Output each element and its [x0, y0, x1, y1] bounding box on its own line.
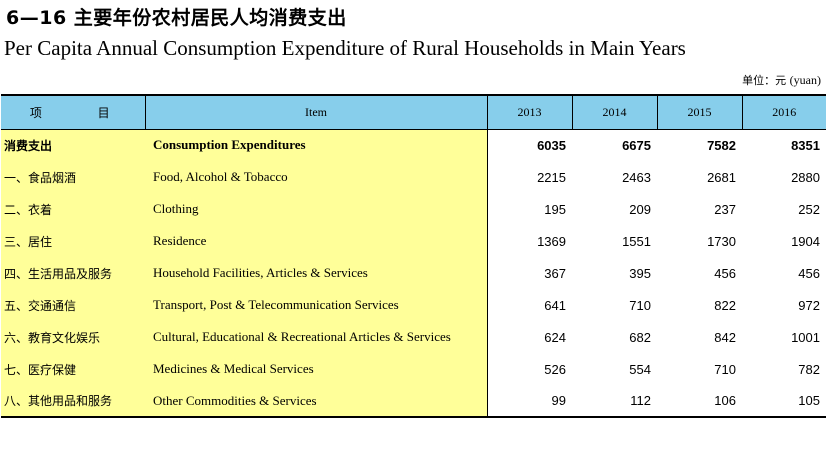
value-cell: 822 [714, 297, 736, 313]
value-cell: 682 [629, 329, 651, 345]
row-label-en: Transport, Post & Telecommunication Serv… [145, 289, 487, 321]
value-cell: 2215 [486, 161, 572, 193]
row-label-en: Consumption Expenditures [145, 129, 487, 161]
row-label-cn: 二、衣着 [1, 193, 145, 225]
row-label-en: Clothing [145, 193, 487, 225]
unit-label-en: (yuan) [789, 73, 821, 87]
row-label-cn: 一、食品烟酒 [1, 161, 145, 193]
row-label-cn: 三、居住 [1, 225, 145, 257]
table-row: 一、食品烟酒 Food, Alcohol & Tobacco 2215 2463 268… [1, 161, 826, 193]
value-cell: 624 [486, 321, 572, 353]
row-label-en: Other Commodities & Services [145, 385, 487, 418]
header-item-cn: 项 目 [1, 94, 145, 130]
value-cell: 2880 [791, 169, 820, 185]
value-cell: 367 [486, 257, 572, 289]
value-cell: 1001 [791, 329, 820, 345]
value-cell: 1730 [707, 233, 736, 249]
value-cell: 99 [486, 385, 572, 418]
row-label-cn: 四、生活用品及服务 [1, 257, 145, 289]
header-year: 2014 [571, 94, 657, 130]
row-label-en: Medicines & Medical Services [145, 353, 487, 385]
table-row: 八、其他用品和服务 Other Commodities & Services 99 1… [1, 385, 826, 418]
value-cell: 782 [798, 361, 820, 377]
page-title-cn: 6—16 主要年份农村居民人均消费支出 [6, 7, 347, 29]
row-label-en: Residence [145, 225, 487, 257]
header-item-en: Item [144, 94, 487, 130]
table-row: 五、交通通信 Transport, Post & Telecommunicatio… [1, 289, 826, 321]
value-cell: 554 [629, 361, 651, 377]
page-title-en: Per Capita Annual Consumption Expenditur… [4, 36, 686, 60]
value-cell: 209 [629, 201, 651, 217]
value-cell: 1551 [622, 233, 651, 249]
row-label-en: Cultural, Educational & Recreational Art… [145, 321, 487, 353]
table-row: 二、衣着 Clothing 195 209 237 252 [1, 193, 826, 225]
header-year: 2015 [656, 94, 742, 130]
unit-label-cn: 单位：元 [742, 74, 787, 87]
value-cell: 2463 [622, 169, 651, 185]
expenditure-table: 项 目 Item 2013 2014 2015 2016 消费支出 Consump… [1, 94, 826, 418]
value-cell: 395 [629, 265, 651, 281]
value-cell: 1369 [486, 225, 572, 257]
value-cell: 710 [714, 361, 736, 377]
value-cell: 2681 [707, 169, 736, 185]
row-label-cn: 五、交通通信 [1, 289, 145, 321]
value-cell: 237 [714, 201, 736, 217]
value-cell: 252 [798, 201, 820, 217]
value-cell: 526 [486, 353, 572, 385]
header-year: 2013 [486, 94, 572, 130]
value-cell: 112 [572, 385, 657, 418]
table-row: 三、居住 Residence 1369 1551 1730 1904 [1, 225, 826, 257]
row-label-en: Food, Alcohol & Tobacco [145, 161, 487, 193]
table-header-row: 项 目 Item 2013 2014 2015 2016 [1, 94, 826, 130]
value-cell: 8351 [791, 137, 820, 153]
value-cell: 641 [486, 289, 572, 321]
table-row: 六、教育文化娱乐 Cultural, Educational & Recreati… [1, 321, 826, 353]
unit-label: 单位：元 (yuan) [742, 72, 821, 88]
row-label-cn: 八、其他用品和服务 [1, 385, 145, 418]
row-label-cn: 六、教育文化娱乐 [1, 321, 145, 353]
value-cell: 105 [742, 385, 826, 418]
value-cell: 710 [629, 297, 651, 313]
value-cell: 106 [657, 385, 742, 418]
value-cell: 1904 [791, 233, 820, 249]
value-cell: 195 [486, 193, 572, 225]
row-label-en: Household Facilities, Articles & Service… [145, 257, 487, 289]
table-row: 七、医疗保健 Medicines & Medical Services 526 554… [1, 353, 826, 385]
value-cell: 6675 [622, 137, 651, 153]
value-cell: 456 [798, 265, 820, 281]
value-cell: 6035 [486, 129, 572, 161]
header-year: 2016 [741, 94, 826, 130]
value-cell: 456 [714, 265, 736, 281]
value-cell: 842 [714, 329, 736, 345]
table-row: 消费支出 Consumption Expenditures 6035 6675 7582… [1, 129, 826, 161]
value-cell: 7582 [707, 137, 736, 153]
row-label-cn: 七、医疗保健 [1, 353, 145, 385]
row-label-cn: 消费支出 [1, 129, 145, 161]
value-cell: 972 [798, 297, 820, 313]
table-row: 四、生活用品及服务 Household Facilities, Articles … [1, 257, 826, 289]
